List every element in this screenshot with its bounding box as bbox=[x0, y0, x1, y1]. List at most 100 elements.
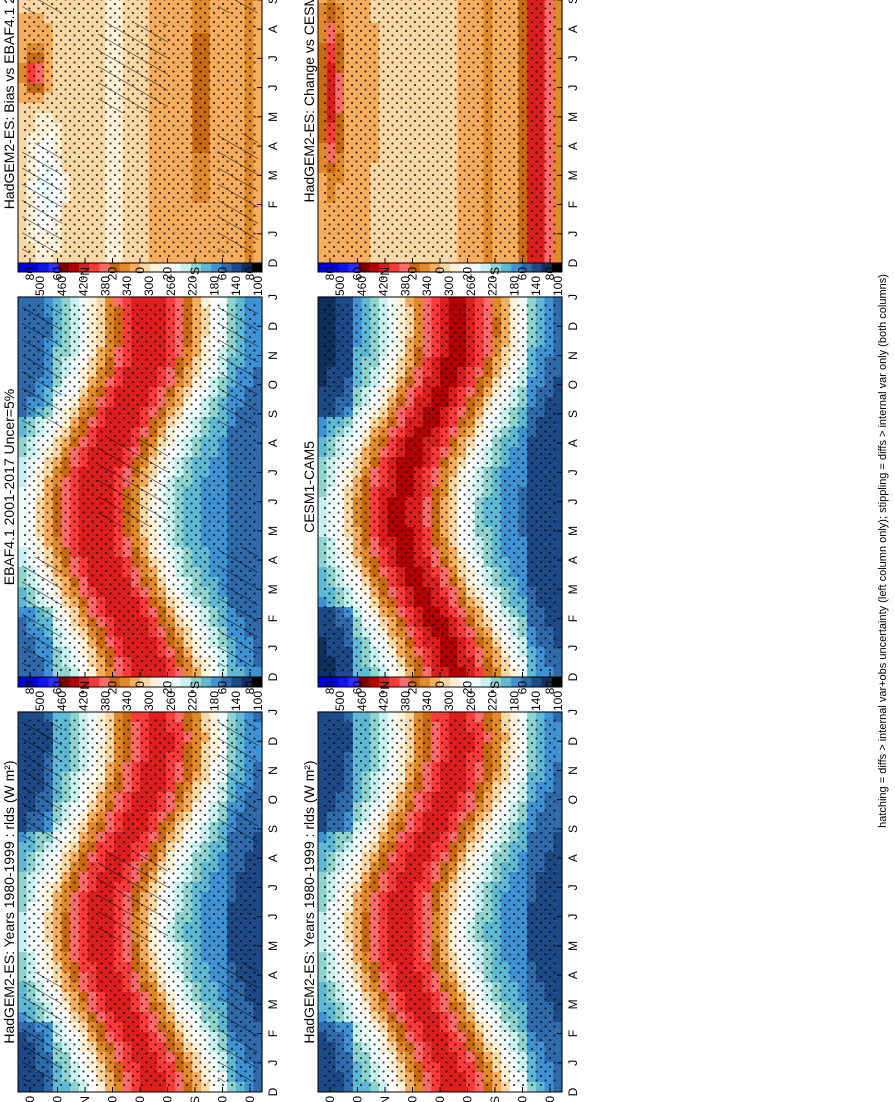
x-tick-label: J bbox=[566, 294, 580, 300]
x-tick-label: F bbox=[266, 1030, 280, 1037]
colorbar-tick-label: 140 bbox=[529, 691, 543, 711]
panel-title: HadGEM2-ES: Years 1980-1999 : rlds (W m²… bbox=[301, 760, 317, 1043]
y-tick-label: 80 bbox=[543, 681, 557, 695]
hatching-overlay bbox=[22, 722, 62, 842]
y-tick-label: °S bbox=[488, 681, 502, 694]
x-tick-label: A bbox=[266, 439, 280, 447]
y-tick-label: 60 bbox=[51, 681, 65, 695]
colorbar-tick-label: 500 bbox=[33, 691, 47, 711]
y-tick-label: 20 bbox=[461, 681, 475, 695]
colorbar-labels: 500 460 420 380 340 300 260 220 180 140 100 bbox=[333, 691, 565, 711]
x-tick-label: J bbox=[566, 499, 580, 505]
x-tick-label: J bbox=[266, 469, 280, 475]
colorbar-tick-label: 140 bbox=[229, 276, 243, 296]
y-tick-label: °S bbox=[188, 1096, 202, 1102]
x-tick-label: A bbox=[266, 971, 280, 979]
x-tick-label: M bbox=[266, 999, 280, 1009]
x-tick-label: A bbox=[266, 556, 280, 564]
hatching-overlay bbox=[22, 307, 62, 427]
colorbar-tick-label: 420 bbox=[77, 691, 91, 711]
x-tick-label: D bbox=[566, 672, 580, 681]
x-tick-label: S bbox=[566, 410, 580, 418]
y-tick-label: 20 bbox=[461, 1096, 475, 1102]
significance-overlays bbox=[22, 303, 258, 671]
hatching-overlay bbox=[218, 722, 258, 842]
x-tick-label: S bbox=[566, 825, 580, 833]
x-tick-label: J bbox=[266, 499, 280, 505]
significance-overlays bbox=[322, 303, 558, 671]
x-tick-label: J bbox=[566, 914, 580, 920]
colorbar-tick-label: 100 bbox=[251, 691, 265, 711]
colorbar-tick-label: 140 bbox=[229, 691, 243, 711]
x-tick-label: J bbox=[566, 469, 580, 475]
x-tick-label: S bbox=[266, 825, 280, 833]
stippling-overlay bbox=[322, 303, 558, 671]
y-tick-label: 20 bbox=[106, 681, 120, 695]
colorbar-tick-label: 180 bbox=[207, 691, 221, 711]
y-tick-label: 80 bbox=[23, 681, 37, 695]
hatching-overlay bbox=[22, 972, 62, 1082]
x-tick-label: O bbox=[566, 380, 580, 389]
x-tick-label: M bbox=[266, 584, 280, 594]
x-tick-label: J bbox=[266, 884, 280, 890]
hatching-overlay bbox=[98, 437, 168, 527]
x-tick-label: A bbox=[266, 854, 280, 862]
x-tick-label: J bbox=[266, 294, 280, 300]
x-tick-label: J bbox=[266, 914, 280, 920]
x-tick-label: D bbox=[266, 737, 280, 746]
x-tick-label: M bbox=[566, 584, 580, 594]
panel-ebaf-obs: EBAF4.1 2001-2017 Uncer=5% DJFMAMJJASOND… bbox=[1, 249, 280, 695]
y-tick-label: 0 bbox=[433, 1096, 447, 1102]
x-tick-label: J bbox=[266, 1060, 280, 1066]
colorbar-tick-label: 260 bbox=[164, 691, 178, 711]
y-tick-label: 0 bbox=[433, 681, 447, 688]
x-tick-label: A bbox=[566, 439, 580, 447]
y-tick-label: °N bbox=[78, 1096, 92, 1102]
x-tick-label: J bbox=[566, 884, 580, 890]
y-tick-label: 80 bbox=[543, 1096, 557, 1102]
x-tick-label: M bbox=[566, 526, 580, 536]
y-tick-label: 20 bbox=[406, 1096, 420, 1102]
x-tick-label: M bbox=[566, 941, 580, 951]
colorbar-tick-label: 380 bbox=[98, 691, 112, 711]
y-tick-label: 60 bbox=[351, 681, 365, 695]
y-tick-label: 80 bbox=[323, 681, 337, 695]
y-tick-label: 80 bbox=[23, 1096, 37, 1102]
x-tick-label: O bbox=[266, 380, 280, 389]
x-tick-label: M bbox=[566, 999, 580, 1009]
x-tick-label: F bbox=[266, 615, 280, 622]
x-tick-label: M bbox=[266, 941, 280, 951]
colorbar-tick-label: 300 bbox=[442, 691, 456, 711]
y-tick-label: 20 bbox=[161, 1096, 175, 1102]
y-tick-label: 80 bbox=[243, 681, 257, 695]
x-tick-label: S bbox=[266, 410, 280, 418]
y-tick-label: 60 bbox=[351, 1096, 365, 1102]
x-tick-label: J bbox=[566, 645, 580, 651]
x-tick-label: D bbox=[566, 737, 580, 746]
colorbar-tick-label: 340 bbox=[420, 276, 434, 296]
hatching-overlay bbox=[218, 307, 258, 427]
x-tick-label: D bbox=[266, 672, 280, 681]
x-tick-label: A bbox=[566, 854, 580, 862]
x-tick-label: J bbox=[266, 709, 280, 715]
y-tick-label: 80 bbox=[243, 1096, 257, 1102]
colorbar-tick-label: 300 bbox=[142, 276, 156, 296]
y-tick-label: °N bbox=[378, 681, 392, 694]
y-tick-label: 60 bbox=[516, 681, 530, 695]
x-tick-label: J bbox=[266, 645, 280, 651]
y-tick-label: 60 bbox=[216, 1096, 230, 1102]
panel-hadgem-rlds-left: HadGEM2-ES: Years 1980-1999 : rlds (W m²… bbox=[1, 664, 280, 1102]
panel-title: HadGEM2-ES: Years 1980-1999 : rlds (W m²… bbox=[1, 760, 17, 1043]
x-tick-label: M bbox=[266, 526, 280, 536]
x-tick-label: N bbox=[266, 351, 280, 360]
significance-overlays bbox=[322, 718, 558, 1086]
panel-title: CESM1-CAM5 bbox=[301, 441, 317, 533]
hatching-overlay bbox=[22, 557, 62, 667]
x-tick-label: N bbox=[266, 766, 280, 775]
x-tick-label: F bbox=[566, 615, 580, 622]
y-tick-label: °N bbox=[78, 681, 92, 694]
stippling-overlay bbox=[322, 718, 558, 1086]
